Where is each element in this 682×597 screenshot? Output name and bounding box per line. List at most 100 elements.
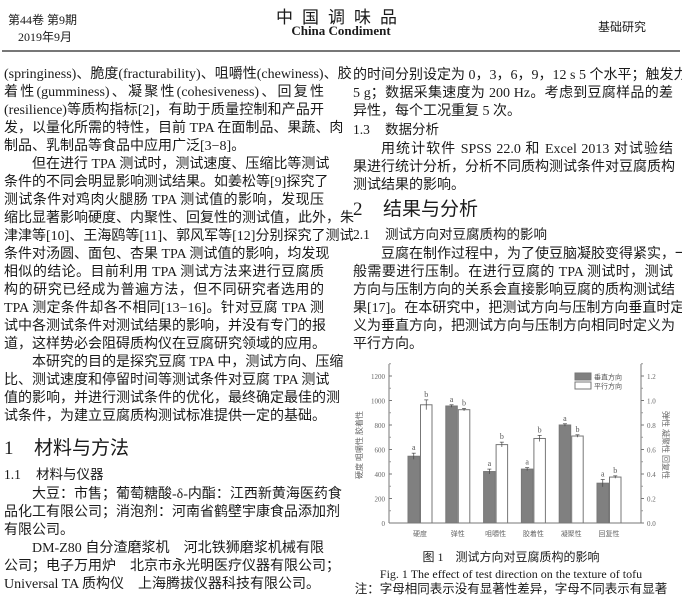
right-tick-label: 1.2 xyxy=(647,373,656,381)
text-line: 津津等[10]、王海鸥等[11]、郭风军等[12]分别探究了测试 xyxy=(4,229,354,244)
text-line: 但在进行 TPA 测试时，测试速度、压缩比等测试 xyxy=(32,157,330,172)
significance-letter: b xyxy=(613,466,617,475)
left-tick-label: 200 xyxy=(375,496,386,504)
text-line: TPA 测定条件却各不相同[13−16]。针对豆腐 TPA 测 xyxy=(4,301,324,316)
significance-letter: b xyxy=(462,398,466,407)
bar-vertical xyxy=(407,455,420,524)
left-tick-label: 600 xyxy=(375,447,386,455)
figure-note: 注：字母相同表示没有显著性差异，字母不同表示有显著 xyxy=(354,582,668,596)
paragraph: DM-Z80 自分渣磨浆机 河北铁狮磨浆机械有限公司；电子万用炉 北京市永光明医… xyxy=(4,540,340,594)
bar-parallel xyxy=(495,444,509,524)
significance-letter: b xyxy=(575,425,579,434)
volume-issue: 第44卷 第9期 xyxy=(8,13,78,27)
bar-vertical xyxy=(445,405,458,524)
section-heading-2: 2 结果与分析 xyxy=(353,198,673,222)
text-line: 公司；电子万用炉 北京市永光明医疗仪器有限公司； xyxy=(4,559,340,574)
category-label: 硬度 xyxy=(413,529,427,538)
text-line: 条件对汤圆、面包、杏果 TPA 测试值的影响，均发现 xyxy=(4,247,330,262)
text-line: 本研究的目的是探究豆腐 TPA 中，测试方向、压缩 xyxy=(32,355,344,370)
significance-letter: a xyxy=(488,459,492,468)
category-label: 弹性 xyxy=(451,529,465,538)
heading-number: 1.1 xyxy=(4,467,21,482)
bar-vertical xyxy=(596,482,609,524)
bar-parallel xyxy=(457,409,471,524)
left-tick-label: 800 xyxy=(375,422,386,430)
legend-label: 平行方向 xyxy=(594,382,622,391)
right-axis-title: 弹性 凝聚性 回复性 xyxy=(661,411,671,479)
text-line: 比、测试速度和停留时间等测试条件对豆腐 TPA 测试 xyxy=(4,373,330,388)
section-label: 基础研究 xyxy=(598,20,647,34)
paragraph: 豆腐在制作过程中，为了使豆脑凝胶变得紧实，一 般需要进行压制。在进行豆腐的 TPA… xyxy=(353,246,682,354)
text-line: DM-Z80 自分渣磨浆机 河北铁狮磨浆机械有限 xyxy=(32,541,324,556)
text-line: 道，这样势必会阻碍质构仪在豆腐研究领域的应用。 xyxy=(4,337,326,352)
text-line: 制品、乳制品等食品中应用广泛[3−8]。 xyxy=(4,139,246,154)
paragraph: 大豆：市售；葡萄糖酸-δ-内酯：江西新黄海医药食品化工有限公司；消泡剂：河南省鹤… xyxy=(4,486,342,540)
left-tick-label: 1000 xyxy=(371,398,386,406)
heading-number: 1 xyxy=(4,438,14,459)
text-line: 平行方向。 xyxy=(353,337,423,352)
text-line: 发，以量化所需的特性，目前 TPA 在面制品、果蔬、肉 xyxy=(4,121,344,136)
paragraph: 本研究的目的是探究豆腐 TPA 中，测试方向、压缩比、测试速度和停留时间等测试条… xyxy=(4,354,344,426)
text-line: 相似的结论。目前利用 TPA 测试方法来进行豆腐质 xyxy=(4,265,324,280)
legend-swatch xyxy=(574,381,592,390)
text-line: 义为垂直方向，把测试方向与压制方向相同时定义为 xyxy=(353,319,675,334)
text-line: 般需要进行压制。在进行豆腐的 TPA 测试时，测试 xyxy=(353,265,673,280)
text-line: 构的研究已经成为普遍方法，但不同研究者选用的 xyxy=(4,283,324,298)
significance-letter: b xyxy=(538,425,542,434)
legend-swatch xyxy=(574,372,592,381)
text-line: 着性(gumminess)、凝聚性(cohesiveness)、回复性 xyxy=(4,85,324,100)
category-label: 咀嚼性 xyxy=(485,529,506,538)
heading-text: 材料与方法 xyxy=(34,438,130,459)
category-label: 凝聚性 xyxy=(561,529,582,538)
significance-letter: a xyxy=(450,395,454,404)
right-tick-label: 0.4 xyxy=(647,471,656,479)
heading-number: 2 xyxy=(353,199,363,220)
bar-vertical xyxy=(483,471,496,524)
text-line: 有限公司。 xyxy=(4,523,74,538)
text-line: 缩比显著影响硬度、内聚性、回复性的测试值，此外，朱 xyxy=(4,211,354,226)
text-line: 的时间分别设定为 0，3，6，9，12 s 5 个水平；触发力为 xyxy=(353,68,682,83)
bar-parallel xyxy=(571,435,584,524)
significance-letter: a xyxy=(412,443,416,452)
heading-text: 数据分析 xyxy=(385,122,439,137)
bar-parallel xyxy=(420,404,433,524)
significance-letter: b xyxy=(500,432,504,441)
subsection-heading-1-1: 1.1 材料与仪器 xyxy=(4,466,324,484)
text-line: Universal TA 质构仪 上海腾拔仪器科技有限公司。 xyxy=(4,577,320,592)
left-tick-label: 1200 xyxy=(371,373,386,381)
right-tick-label: 0.0 xyxy=(647,520,656,528)
issue-date: 2019年9月 xyxy=(18,30,73,44)
category-label: 胶着性 xyxy=(523,529,544,538)
text-line: 果进行统计分析，分析不同质构测试条件对豆腐质构 xyxy=(353,160,675,175)
bar-parallel xyxy=(609,476,622,524)
text-line: 试中各测试条件对测试结果的影响，并没有专门的报 xyxy=(4,319,326,334)
journal-title-cn: 中国调味品 xyxy=(276,8,406,27)
figure-caption-cn: 图 1 测试方向对豆腐质构的影响 xyxy=(422,550,600,564)
paragraph: 的时间分别设定为 0，3，6，9，12 s 5 个水平；触发力为 5 g；数据采集… xyxy=(353,67,682,121)
figure-caption-en: Fig. 1 The effect of test direction on t… xyxy=(379,567,643,581)
heading-number: 2.1 xyxy=(353,227,370,242)
section-heading-1: 1 材料与方法 xyxy=(4,437,324,461)
significance-letter: a xyxy=(525,458,529,467)
heading-text: 材料与仪器 xyxy=(36,467,104,482)
heading-number: 1.3 xyxy=(353,122,370,137)
text-line: 果[17]。在本研究中，把测试方向与压制方向垂直时定 xyxy=(353,301,682,316)
category-label: 回复性 xyxy=(599,529,620,538)
bar-parallel xyxy=(533,437,546,524)
text-line: 测试条件对鸡肉火腿肠 TPA 测试值的影响，发现压 xyxy=(4,193,324,208)
significance-letter: a xyxy=(601,470,605,479)
text-line: 品化工有限公司；消泡剂：河南省鹤壁宇康食品添加剂 xyxy=(4,505,340,520)
header-rule xyxy=(2,50,680,52)
text-line: 5 g；数据采集速度为 200 Hz。考虑到豆腐样品的差 xyxy=(353,86,673,101)
heading-text: 结果与分析 xyxy=(383,199,479,220)
text-line: 条件的不同会明显影响测试结果。如姜松等[9]探究了 xyxy=(4,175,329,190)
subsection-heading-1-3: 1.3 数据分析 xyxy=(353,121,673,139)
legend-label: 垂直方向 xyxy=(594,373,622,382)
bar-vertical xyxy=(520,468,534,524)
text-line: 用统计软件 SPSS 22.0 和 Excel 2013 对试验结 xyxy=(381,142,673,157)
left-tick-label: 400 xyxy=(375,471,386,479)
text-line: 大豆：市售；葡萄糖酸-δ-内酯：江西新黄海医药食 xyxy=(32,487,342,502)
text-line: 方向与压制方向的关系会直接影响豆腐的质构测试结 xyxy=(353,283,675,298)
text-line: 值的影响，并进行测试条件的优化，最终确定最佳的测 xyxy=(4,391,340,406)
